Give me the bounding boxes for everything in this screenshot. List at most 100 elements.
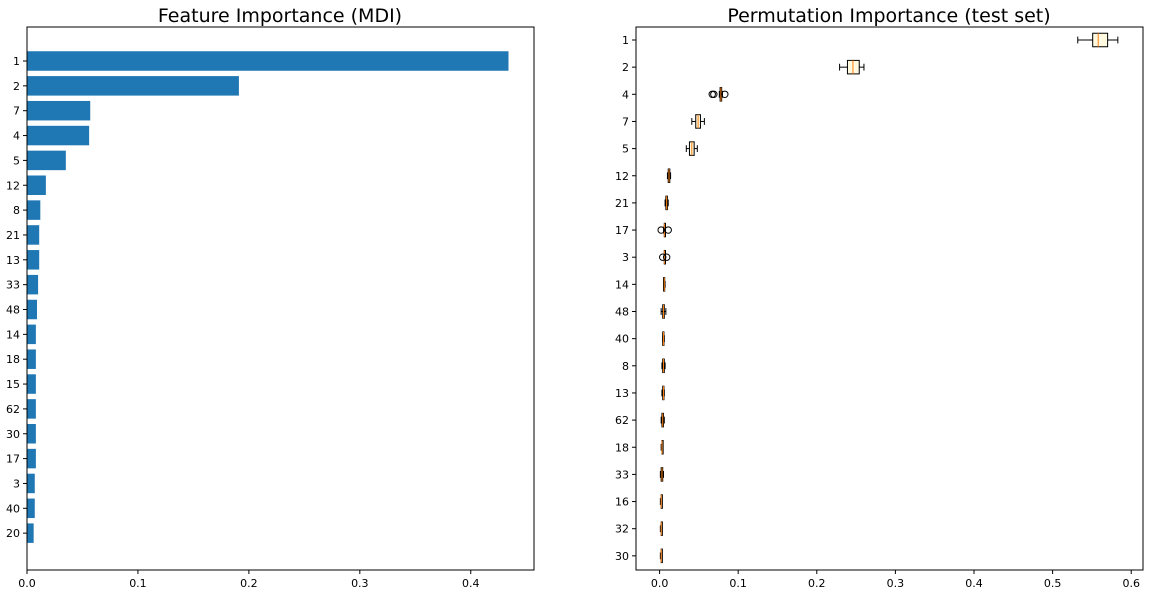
y-tick-label: 18 (615, 441, 629, 454)
box-5 (685, 141, 698, 156)
y-tick-label: 40 (615, 333, 629, 346)
bar-17 (27, 448, 36, 469)
y-tick-label: 33 (615, 468, 629, 481)
y-tick-label: 21 (6, 229, 20, 242)
box-13 (661, 385, 665, 401)
box-2 (839, 59, 865, 75)
x-tick-label: 0.2 (240, 577, 258, 590)
bar-4 (27, 125, 90, 146)
y-tick-label: 12 (615, 170, 629, 183)
box-40 (662, 331, 665, 346)
bar-3 (27, 473, 35, 494)
bar-8 (27, 200, 41, 220)
bar-30 (27, 424, 36, 444)
y-tick-label: 62 (6, 403, 20, 416)
y-tick-label: 48 (615, 306, 629, 319)
x-tick-label: 0.4 (462, 577, 480, 590)
y-tick-label: 5 (13, 154, 20, 167)
y-tick-label: 1 (13, 55, 20, 68)
bar-12 (27, 175, 46, 195)
y-tick-label: 1 (622, 34, 629, 47)
box-33 (659, 467, 665, 482)
x-tick-label: 0.6 (1122, 577, 1140, 590)
box-4 (708, 87, 729, 102)
x-tick-label: 0.2 (808, 577, 826, 590)
chart-title: Feature Importance (MDI) (158, 5, 402, 27)
box-12 (666, 168, 672, 183)
y-tick-label: 12 (6, 179, 20, 192)
box-21 (664, 195, 669, 211)
box-1 (1077, 32, 1119, 48)
y-tick-label: 2 (13, 80, 20, 93)
mdi-importance-chart: Feature Importance (MDI) 127451282113334… (6, 5, 535, 590)
y-tick-label: 32 (615, 523, 629, 536)
y-tick-label: 17 (6, 453, 20, 466)
box-32 (659, 521, 663, 536)
y-tick-label: 30 (6, 428, 20, 441)
y-tick-label: 13 (6, 254, 20, 267)
x-tick-label: 0.1 (729, 577, 747, 590)
y-tick-label: 3 (13, 477, 20, 490)
y-tick-label: 17 (615, 224, 629, 237)
y-tick-label: 7 (622, 115, 629, 128)
flier-point (721, 90, 729, 99)
flier-point (659, 253, 667, 261)
y-tick-label: 20 (6, 527, 20, 540)
y-tick-label: 3 (622, 251, 629, 264)
bar-21 (27, 225, 40, 245)
x-tick-label: 0.3 (887, 577, 905, 590)
bar-48 (27, 299, 37, 320)
box-iqr (1092, 32, 1109, 48)
y-tick-label: 14 (615, 278, 629, 291)
y-tick-label: 40 (6, 502, 20, 515)
y-tick-label: 21 (615, 197, 629, 210)
bar-20 (27, 523, 34, 543)
y-tick-label: 18 (6, 353, 20, 366)
bar-2 (27, 76, 239, 96)
y-tick-label: 15 (6, 378, 20, 391)
y-tick-label: 2 (622, 61, 629, 74)
box-7 (691, 114, 705, 129)
x-tick-label: 0.3 (351, 577, 369, 590)
plot-area (26, 26, 535, 571)
flier-point (664, 226, 672, 234)
box-62 (660, 412, 665, 428)
y-tick-label: 30 (615, 550, 629, 563)
y-tick-label: 5 (622, 143, 629, 156)
box-3 (659, 249, 671, 265)
permutation-importance-chart: Permutation Importance (test set) 124751… (615, 5, 1144, 590)
y-tick-label: 48 (6, 304, 20, 317)
y-tick-label: 4 (13, 130, 20, 143)
box-48 (660, 304, 667, 319)
bar-62 (27, 399, 36, 419)
chart-title: Permutation Importance (test set) (727, 5, 1050, 27)
y-tick-label: 33 (6, 279, 20, 292)
y-tick-label: 62 (615, 414, 629, 427)
bar-15 (27, 374, 36, 394)
plot-area (635, 26, 1144, 571)
x-tick-label: 0.5 (1044, 577, 1062, 590)
bar-5 (27, 150, 66, 171)
y-tick-label: 16 (615, 496, 629, 509)
x-tick-label: 0.0 (18, 577, 36, 590)
box-16 (659, 494, 663, 509)
bar-1 (27, 51, 509, 71)
bar-18 (27, 349, 36, 369)
x-tick-label: 0.1 (129, 577, 147, 590)
y-tick-label: 7 (13, 105, 20, 118)
x-tick-label: 0.0 (651, 577, 669, 590)
y-tick-label: 8 (622, 360, 629, 373)
flier-point (657, 226, 665, 234)
bar-33 (27, 274, 39, 295)
box-8 (661, 358, 666, 374)
box-18 (660, 440, 664, 455)
bar-7 (27, 100, 91, 121)
flier-point (710, 90, 718, 99)
bar-40 (27, 498, 35, 519)
flier-point (662, 253, 671, 261)
y-tick-label: 14 (6, 328, 20, 341)
y-tick-label: 4 (622, 88, 629, 101)
bar-13 (27, 250, 40, 270)
